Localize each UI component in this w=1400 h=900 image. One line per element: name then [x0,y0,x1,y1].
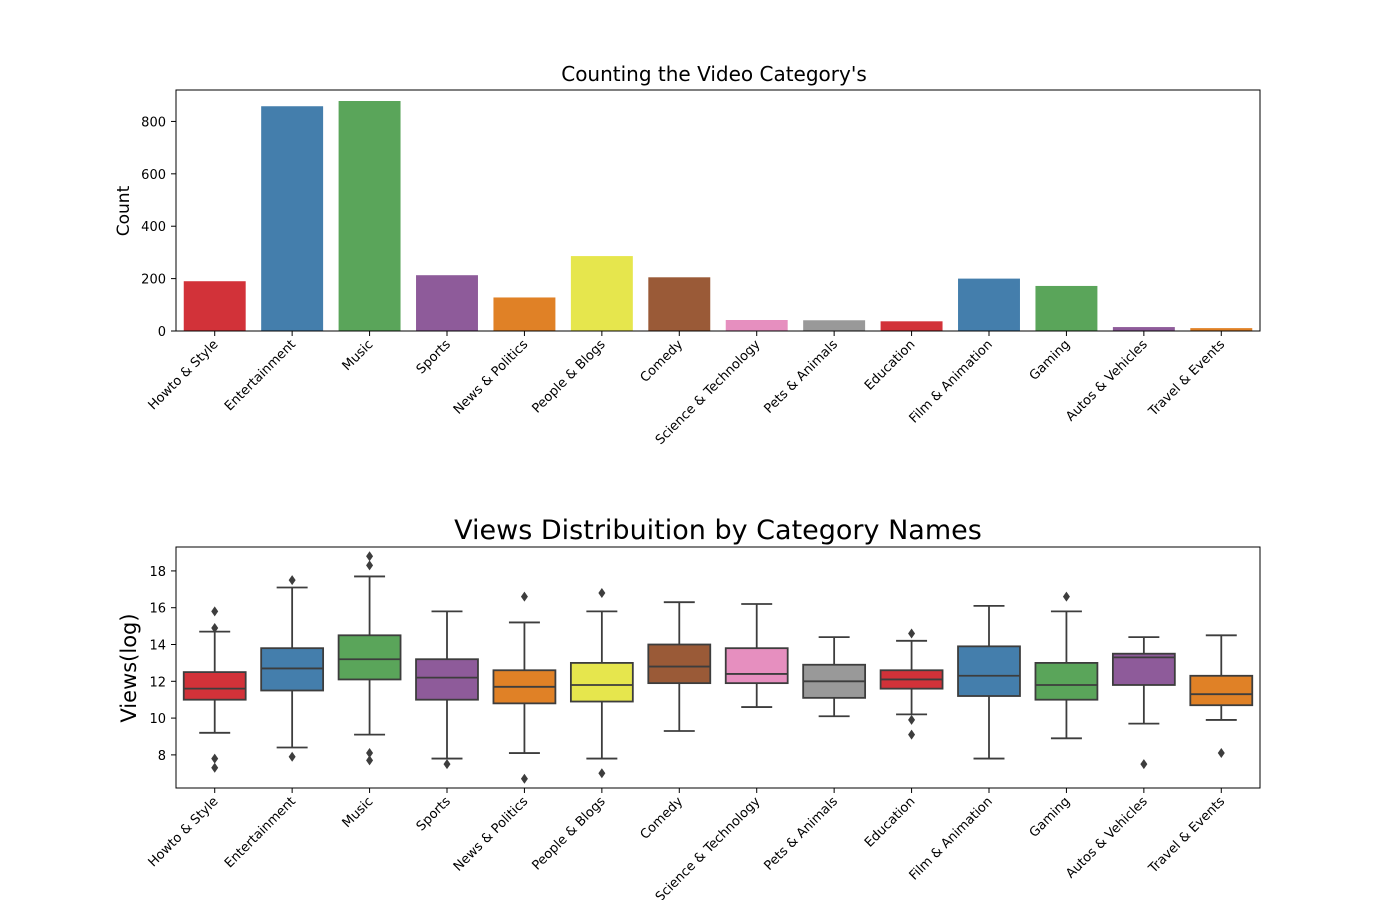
bar [880,321,943,331]
box-chart-x-tick-label: News & Politics [451,794,532,875]
box-chart-frame [175,546,1261,789]
box [415,658,479,701]
bar-chart-y-tick-label: 800 [141,115,166,130]
bar [416,275,478,331]
box-plot-area: 8 10 12 14 16 18 Howto & Style Entertainment Mus… [146,546,1261,900]
box-flier [520,591,528,602]
box-flier [366,560,374,571]
box-flier [598,768,606,779]
bar-chart: Counting the Video Category's Count 0 200… [114,62,1261,448]
bar-chart-y-tick-label: 200 [141,273,166,288]
box [1189,674,1254,707]
bar [570,256,633,331]
box-chart-y-tick-label: 16 [149,602,166,617]
box [957,645,1021,697]
bar [1190,328,1253,331]
box [647,643,712,685]
bar-chart-x-tick-label: Sports [414,337,454,377]
bar-chart-x-tick-label: Education [862,337,918,393]
bar-chart-x-tick-label: Gaming [1027,337,1074,384]
bar-chart-x-tick-label: Entertainment [222,337,299,414]
bar [648,277,711,331]
box-chart-x-tick-label: Sports [414,794,454,834]
box [1111,652,1176,686]
box-chart-x-tick-label: Pets & Animals [761,794,841,874]
box-chart-x-tick-label: Film & Animation [907,794,996,883]
box-chart-x-tick-label: Comedy [638,794,687,843]
box-flier [288,575,296,586]
bar-chart-x-tick-label: Pets & Animals [761,337,841,417]
box-flier [366,755,374,766]
bar [958,278,1020,331]
box-flier [908,729,916,740]
bar [493,297,556,331]
bar-chart-x-tick-label: People & Blogs [529,337,608,416]
bar [1035,285,1098,331]
bar-chart-x-tick-label: News & Politics [451,337,532,418]
box-flier [908,628,916,639]
box-flier [211,606,219,617]
box-chart-y-axis-label: Views(log) [117,613,141,722]
box-flier [366,748,374,759]
bar-chart-x-tick-label: Film & Animation [907,337,996,426]
box-flier [211,622,219,633]
bar-chart-y-axis-label: Count [114,185,134,236]
box-flier [1062,591,1070,602]
box-flier [211,762,219,773]
box-chart-y-tick-label: 10 [149,712,166,727]
bar [1112,327,1175,331]
box-chart-x-tick-label: Education [862,794,918,850]
box-flier [211,753,219,764]
bar-chart-y-tick-label: 600 [141,168,166,183]
bar-chart-frame [175,89,1261,332]
box-flier [1140,759,1148,770]
bar [183,281,246,331]
box-chart-x-tick-label: Autos & Vehicles [1063,794,1151,882]
box-chart-x-tick-label: Gaming [1027,794,1074,841]
box [182,671,247,701]
bar-plot-area: 0 200 400 600 800 Howto & Style Entertainment M… [141,89,1261,448]
box-chart-x-tick-label: People & Blogs [529,794,608,873]
box-chart-x-tick-label: Howto & Style [146,794,222,870]
box-chart-y-tick-label: 18 [149,565,166,580]
bar-chart-x-tick-label: Music [340,337,377,374]
box [260,647,325,692]
box-chart-x-tick-label: Travel & Events [1145,794,1228,877]
box-chart-y-tick-label: 14 [149,639,166,654]
box [724,647,789,685]
box-chart-x-tick-label: Entertainment [222,794,299,871]
bar-chart-y-tick-label: 0 [158,325,166,340]
box [1034,662,1099,701]
bar-chart-title: Counting the Video Category's [561,62,867,86]
bar-chart-x-tick-label: Howto & Style [146,337,222,413]
box [337,634,402,681]
bar [803,320,866,331]
box-flier [366,551,374,562]
box-flier [288,751,296,762]
box-flier [520,773,528,784]
bar [725,319,788,331]
box-flier [1217,748,1225,759]
box-flier [443,759,451,770]
box-flier [908,714,916,725]
box [569,662,634,703]
bar [338,101,401,332]
box-flier [598,587,606,598]
box-chart-y-tick-label: 8 [158,749,166,764]
bar-chart-x-tick-label: Comedy [638,337,687,386]
bar-chart-x-tick-label: Autos & Vehicles [1063,337,1151,425]
bar-chart-x-tick-label: Travel & Events [1145,337,1228,420]
bar [261,106,324,331]
box-chart-x-tick-label: Music [340,794,377,831]
box-chart-y-tick-label: 12 [149,675,166,690]
bar-chart-y-tick-label: 400 [141,220,166,235]
box-chart: Views Distribuition by Category Names Vi… [117,515,1261,900]
box-chart-title: Views Distribuition by Category Names [454,515,982,546]
